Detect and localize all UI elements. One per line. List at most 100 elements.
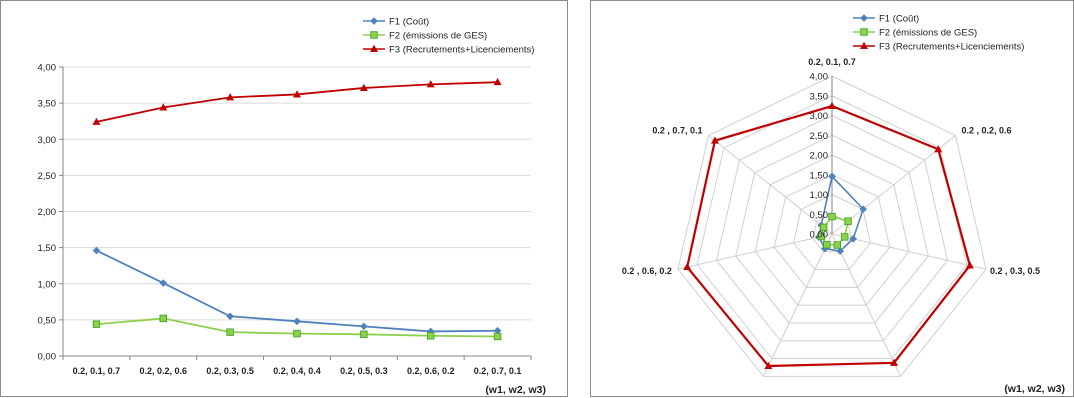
legend-marker — [860, 14, 868, 22]
data-point-f1 — [92, 246, 101, 255]
legend-marker — [370, 17, 378, 25]
data-point-f3 — [92, 117, 101, 125]
radar-grid-ring — [773, 174, 891, 288]
legend-label: F1 (Coût) — [389, 17, 429, 28]
x-axis-label: (w1, w2, w3) — [485, 384, 546, 396]
radar-tick-label: 1,00 — [810, 190, 829, 201]
y-tick-label: 2,50 — [38, 171, 57, 182]
radar-point-f2 — [841, 233, 849, 241]
data-point-f2 — [226, 328, 234, 336]
legend-label: F2 (émissions de GES) — [879, 28, 977, 39]
radar-point-f2 — [828, 212, 836, 221]
radar-tick-label: 0,00 — [810, 230, 829, 241]
y-tick-label: 1,50 — [38, 243, 57, 254]
y-tick-label: 1,00 — [38, 279, 57, 290]
line-chart: 0,00 0,50 1,00 1,50 2,00 2,50 3,00 3,50 4,00 0.2,… — [38, 17, 547, 397]
line-chart-panel: 0,00 0,50 1,00 1,50 2,00 2,50 3,00 3,50 4,00 0.2,… — [0, 0, 568, 397]
radar-category-label: 0.2 , 0.2, 0.6 — [962, 125, 1012, 135]
x-tick-label: 0.2, 0.2, 0.6 — [140, 366, 188, 376]
radar-chart-panel: 0,00 0,50 1,00 1,50 2,00 2,50 3,00 3,50 4,00 0.2,… — [590, 0, 1074, 398]
x-tick-label: 0.2, 0.1, 0.7 — [73, 366, 121, 376]
radar-point-f2 — [819, 223, 828, 232]
data-point-f2 — [427, 332, 435, 340]
radar-tick-label: 3,00 — [810, 111, 829, 122]
radar-spoke — [708, 135, 833, 235]
x-tick-label: 0.2, 0.4, 0.4 — [273, 366, 321, 376]
legend-label: F1 (Coût) — [879, 14, 919, 25]
radar-point-f2 — [833, 241, 842, 249]
radar-chart: 0,00 0,50 1,00 1,50 2,00 2,50 3,00 3,50 4,00 0.2,… — [622, 14, 1065, 398]
radar-category-label: 0.2 , 0.4, 0.4 — [876, 396, 926, 398]
legend-label: F2 (émissions de GES) — [389, 31, 487, 42]
radar-spoke — [831, 233, 902, 377]
data-point-f3 — [493, 77, 502, 86]
data-point-f3 — [426, 80, 435, 88]
radar-tick-label: 0,50 — [810, 210, 829, 221]
y-tick-label: 3,50 — [38, 99, 57, 110]
legend-marker — [370, 31, 378, 39]
radar-point-f3 — [764, 361, 773, 370]
y-tick-label: 0,50 — [38, 315, 57, 326]
data-point-f2 — [493, 332, 502, 341]
data-point-f3 — [359, 83, 368, 91]
radar-category-label: 0.2 , 0.6, 0.2 — [622, 266, 672, 276]
legend-marker — [860, 28, 868, 36]
data-point-f3 — [159, 103, 168, 111]
legend-label: F3 (Recrutements+Licenciements) — [879, 42, 1024, 53]
legend-label: F3 (Recrutements+Licenciements) — [389, 45, 534, 56]
radar-tick-label: 4,00 — [810, 72, 829, 83]
data-point-f1 — [360, 322, 368, 331]
radar-category-label: 0.2 , 0.3, 0.5 — [990, 266, 1040, 276]
data-point-f1 — [293, 317, 301, 326]
radar-point-f1 — [849, 235, 857, 243]
y-tick-label: 0,00 — [38, 352, 57, 363]
radar-point-f3 — [828, 101, 836, 110]
radar-category-label: 0.2, 0.1, 0.7 — [808, 57, 856, 67]
data-point-f3 — [293, 90, 301, 98]
radar-grid-ring — [792, 193, 872, 271]
radar-point-f3 — [710, 136, 719, 144]
data-point-f1 — [226, 312, 234, 321]
radar-point-f3 — [890, 358, 899, 366]
radar-axis-label: (w1, w2, w3) — [1004, 383, 1065, 395]
radar-point-f1 — [859, 205, 867, 213]
radar-spoke — [677, 233, 833, 270]
radar-tick-label: 1,50 — [810, 170, 829, 181]
y-tick-label: 4,00 — [38, 63, 57, 74]
radar-grid-ring — [754, 154, 910, 306]
radar-point-f2 — [817, 232, 825, 241]
radar-point-f2 — [823, 240, 831, 249]
radar-point-f2 — [844, 217, 852, 225]
data-point-f2 — [92, 320, 101, 328]
series-line-f3 — [96, 81, 498, 123]
radar-grid-ring — [735, 134, 929, 324]
x-tick-label: 0.2, 0.6, 0.2 — [407, 366, 455, 376]
radar-point-f3 — [934, 145, 943, 153]
data-point-f3 — [226, 93, 235, 101]
data-point-f2 — [159, 314, 167, 323]
radar-point-f3 — [965, 261, 974, 269]
radar-category-label: 0.2, 0.5, 0.3 — [740, 396, 788, 398]
radar-grid-ring — [715, 114, 949, 342]
legend-marker — [370, 44, 378, 52]
radar-point-f3 — [683, 262, 692, 271]
y-tick-label: 3,00 — [38, 135, 57, 146]
x-tick-label: 0.2, 0.5, 0.3 — [340, 366, 388, 376]
x-tick-label: 0.2, 0.7, 0.1 — [474, 366, 522, 376]
data-point-f1 — [159, 279, 168, 287]
data-point-f2 — [360, 330, 368, 339]
radar-series-f3 — [686, 104, 972, 368]
y-tick-label: 2,00 — [38, 207, 57, 218]
legend-marker — [860, 41, 868, 49]
radar-tick-label: 3,50 — [810, 91, 829, 102]
data-point-f2 — [293, 329, 301, 338]
radar-tick-label: 2,00 — [810, 151, 829, 162]
data-point-f1 — [493, 326, 502, 335]
radar-category-label: 0.2 , 0.7, 0.1 — [652, 125, 702, 135]
radar-tick-label: 2,50 — [810, 131, 829, 142]
x-tick-label: 0.2, 0.3, 0.5 — [206, 366, 254, 376]
radar-spoke — [762, 233, 833, 377]
radar-grid-ring — [696, 95, 968, 360]
radar-grid-ring — [677, 75, 987, 377]
radar-spoke — [831, 233, 987, 270]
